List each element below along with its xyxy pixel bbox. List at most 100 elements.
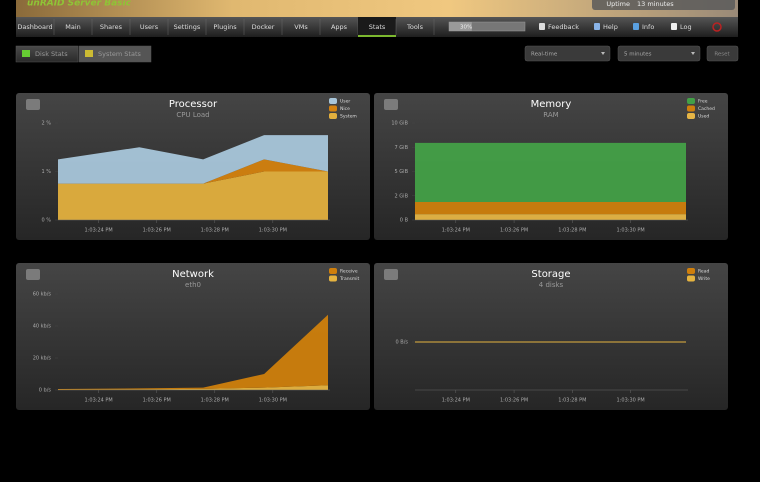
legend-swatch [687, 105, 695, 112]
nav-item[interactable]: Dashboard [17, 23, 52, 31]
panel-icon [384, 269, 398, 280]
y-tick-label: 0 B [400, 218, 409, 224]
y-tick-label: 0 b/s [39, 388, 52, 394]
uptime-label: Uptime [606, 0, 630, 8]
header-banner [16, 0, 738, 17]
y-tick-label: 2 GiB [395, 193, 409, 199]
legend-swatch [329, 275, 337, 282]
area-series [58, 159, 328, 184]
x-tick-label: 1:03:30 PM [617, 398, 645, 404]
nav-right-item[interactable]: Help [603, 23, 618, 31]
x-tick-label: 1:03:24 PM [85, 228, 113, 234]
x-tick-label: 1:03:26 PM [143, 228, 171, 234]
legend-swatch [329, 268, 337, 274]
tab-label[interactable]: System Stats [98, 50, 142, 58]
nav-item[interactable]: Docker [252, 23, 275, 31]
y-tick-label: 20 kb/s [33, 356, 52, 362]
tab-label[interactable]: Disk Stats [35, 50, 68, 58]
y-tick-label: 0 B/s [396, 340, 409, 346]
legend-label: User [340, 99, 350, 105]
legend-swatch [687, 98, 695, 104]
nav-active-underline [358, 35, 396, 37]
nav-item[interactable]: Main [65, 23, 81, 31]
nav-right-item[interactable]: Feedback [548, 23, 579, 31]
select-value[interactable]: Real-time [531, 52, 558, 58]
y-tick-label: 40 kb/s [33, 324, 52, 330]
nav-right-item[interactable]: Info [642, 23, 654, 31]
nav-item[interactable]: Shares [100, 23, 123, 31]
select-box[interactable] [617, 45, 701, 62]
uptime-value: 13 minutes [637, 0, 674, 8]
nav-icon [633, 23, 639, 30]
select-arrow [601, 52, 605, 55]
area-series [58, 385, 328, 390]
select-box[interactable] [524, 45, 611, 62]
legend-swatch [329, 105, 337, 112]
legend-label: Receive [340, 269, 358, 275]
tab-icon [22, 50, 30, 57]
nav-item[interactable]: Stats [369, 23, 386, 31]
uptime-box [592, 0, 735, 10]
panel-icon [26, 99, 40, 110]
legend-label: System [340, 114, 357, 120]
panel-title: Memory [531, 99, 572, 110]
x-tick-label: 1:03:30 PM [259, 228, 287, 234]
x-tick-label: 1:03:26 PM [143, 398, 171, 404]
select-arrow [691, 52, 695, 55]
panel [374, 263, 728, 410]
progress-label: 30% [460, 25, 472, 31]
y-tick-label: 0 % [41, 218, 51, 224]
panel-icon [26, 269, 40, 280]
reset-button[interactable] [706, 45, 739, 62]
x-tick-label: 1:03:28 PM [558, 398, 586, 404]
y-tick-label: 1 % [41, 169, 51, 175]
y-tick-label: 60 kb/s [33, 292, 52, 298]
legend-label: Read [698, 269, 709, 275]
nav-item[interactable]: VMs [294, 23, 308, 31]
legend-swatch [687, 275, 695, 282]
legend-swatch [687, 113, 695, 119]
y-tick-label: 2 % [41, 121, 51, 127]
nav-item[interactable]: Settings [174, 23, 201, 31]
x-tick-label: 1:03:28 PM [201, 228, 229, 234]
panel-subtitle: eth0 [185, 281, 201, 289]
panel-title: Storage [531, 269, 570, 280]
legend-swatch [329, 98, 337, 104]
panel-subtitle: RAM [543, 111, 558, 119]
legend-label: Cached [698, 106, 715, 112]
nav-item[interactable]: Plugins [213, 23, 237, 31]
panel-icon [384, 99, 398, 110]
y-tick-label: 7 GiB [395, 145, 409, 151]
select-value[interactable]: 5 minutes [624, 52, 652, 58]
x-tick-label: 1:03:30 PM [259, 398, 287, 404]
legend-label: Nice [340, 106, 350, 112]
nav-item[interactable]: Users [140, 23, 159, 31]
area-series [415, 202, 686, 215]
legend-label: Used [698, 114, 709, 120]
panel-subtitle: CPU Load [176, 111, 209, 119]
power-icon[interactable] [712, 22, 722, 32]
nav-icon [671, 23, 677, 30]
tab-button[interactable] [78, 45, 152, 63]
x-tick-label: 1:03:28 PM [558, 228, 586, 234]
y-tick-label: 5 GiB [395, 169, 409, 175]
nav-item[interactable]: Tools [406, 23, 424, 31]
x-tick-label: 1:03:28 PM [201, 398, 229, 404]
nav-active-bg [358, 17, 396, 37]
y-tick-label: 10 GiB [391, 121, 408, 127]
area-series [415, 214, 686, 220]
legend-swatch [687, 268, 695, 274]
x-tick-label: 1:03:24 PM [442, 398, 470, 404]
reset-label[interactable]: Reset [714, 52, 730, 58]
nav-icon [539, 23, 545, 30]
tab-button[interactable] [15, 45, 79, 63]
area-series [58, 135, 328, 184]
tab-icon [85, 50, 93, 57]
legend-label: Transmit [339, 276, 360, 282]
nav-right-item[interactable]: Log [680, 23, 692, 31]
x-tick-label: 1:03:26 PM [500, 398, 528, 404]
panel-title: Processor [169, 99, 218, 110]
x-tick-label: 1:03:24 PM [85, 398, 113, 404]
nav-item[interactable]: Apps [331, 23, 348, 31]
